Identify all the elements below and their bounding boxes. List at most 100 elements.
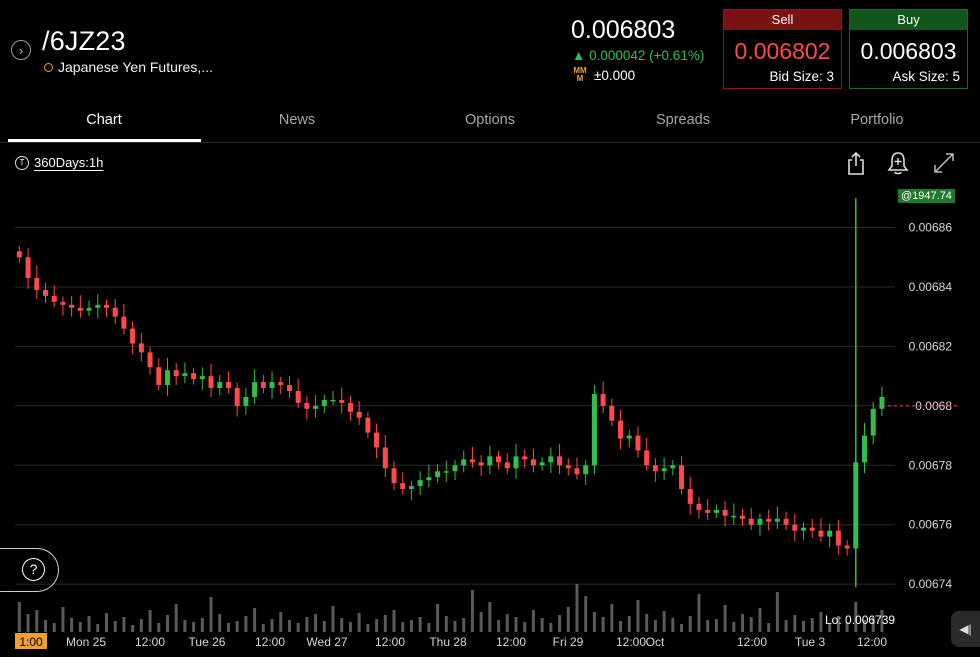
tab-news[interactable]: News <box>278 112 316 128</box>
time-range-selector[interactable]: T 360Days:1h <box>15 155 103 170</box>
candle-body <box>548 456 554 463</box>
tab-chart[interactable]: Chart <box>86 112 122 128</box>
volume-bar <box>558 615 562 632</box>
candle-body <box>382 447 388 469</box>
market-maker-move: MM M ±0.000 <box>572 67 635 83</box>
candle-body <box>208 376 214 389</box>
candle-body <box>408 486 414 490</box>
share-icon[interactable] <box>843 150 869 176</box>
volume-bar <box>714 619 718 632</box>
sell-button[interactable]: Sell 0.006802 Bid Size: 3 <box>723 9 842 89</box>
candle-body <box>42 289 48 296</box>
volume-bar <box>87 616 91 632</box>
candle-body <box>217 382 223 389</box>
volume-bar <box>357 613 361 632</box>
volume-bar <box>322 621 326 632</box>
tab-options[interactable]: Options <box>465 112 515 128</box>
x-tick-label: Tue 26 <box>189 635 226 649</box>
expand-sidebar-button[interactable]: › <box>11 40 31 60</box>
volume-bar <box>78 622 82 632</box>
volume-bar <box>688 616 692 632</box>
buy-button[interactable]: Buy 0.006803 Ask Size: 5 <box>849 9 968 89</box>
ask-price: 0.006803 <box>860 38 957 64</box>
candle-body <box>557 456 563 466</box>
expand-icon[interactable] <box>931 150 957 176</box>
y-tick-label: 0.00682 <box>909 339 953 353</box>
candle-body <box>365 417 371 433</box>
volume-bar <box>96 624 100 632</box>
price-chart[interactable]: 0.00686 0.00684 0.00682 0.0068 0.00678 0.0067… <box>0 180 980 657</box>
market-hours-clock-icon <box>44 62 53 72</box>
candle-body <box>182 373 188 377</box>
last-price: 0.006803 <box>571 16 676 44</box>
help-button[interactable]: ? <box>0 548 59 592</box>
volume-bar <box>810 618 814 632</box>
tab-spreads[interactable]: Spreads <box>655 112 710 128</box>
volume-bar <box>427 623 431 632</box>
candle-body <box>461 459 467 466</box>
candle-body <box>313 405 319 409</box>
volume-bar <box>845 622 849 632</box>
candle-body <box>304 402 310 409</box>
volume-bar <box>122 617 126 632</box>
x-tick-label: 1:00 <box>19 635 43 649</box>
volume-bar <box>749 617 753 632</box>
volume-bar <box>531 610 535 632</box>
candle-body <box>243 396 249 406</box>
candle-body <box>766 518 772 522</box>
volume-bar <box>17 602 21 632</box>
x-tick-label: Mon 25 <box>66 635 106 649</box>
candle-body <box>504 462 510 469</box>
y-tick-label: 0.00684 <box>909 280 953 294</box>
candle-body <box>356 411 362 418</box>
volume-bar <box>871 617 875 632</box>
sell-label: Sell <box>724 10 841 30</box>
price-tag: @1947.74 <box>898 189 955 203</box>
candle-body <box>112 307 118 317</box>
tab-portfolio[interactable]: Portfolio <box>850 112 904 128</box>
volume-bar <box>131 625 135 632</box>
volume-bar <box>61 607 65 632</box>
candle-body <box>591 393 597 466</box>
candle-body <box>879 396 885 409</box>
volume-bar <box>392 610 396 632</box>
volume-bar <box>619 621 623 632</box>
volume-bar <box>575 584 579 632</box>
timeframe-icon: T <box>15 155 29 170</box>
volume-bar <box>645 614 649 632</box>
candle-body <box>835 530 841 546</box>
volume-bar <box>540 618 544 632</box>
volume-bar <box>192 622 196 632</box>
volume-bar <box>200 618 204 632</box>
volume-bar <box>784 620 788 632</box>
volume-bar <box>566 607 570 632</box>
candle-body <box>679 465 685 490</box>
candle-body <box>696 503 702 510</box>
candle-body <box>252 382 258 397</box>
volume-bar <box>409 620 413 632</box>
bid-size: Bid Size: 3 <box>769 69 834 84</box>
candle-body <box>783 518 789 525</box>
volume-bar <box>462 618 466 632</box>
candle-body <box>687 489 693 504</box>
candle-body <box>426 477 432 481</box>
candle-body <box>295 391 301 403</box>
volume-bar <box>270 619 274 632</box>
candle-body <box>234 388 240 406</box>
volume-bar <box>470 590 474 632</box>
candle-body <box>748 518 754 525</box>
candle-body <box>818 530 824 537</box>
volume-bar <box>523 622 527 632</box>
collapse-panel-button[interactable]: ◀| <box>951 611 980 647</box>
x-tick-label: Tue 3 <box>795 635 826 649</box>
candle-body <box>713 509 719 513</box>
candle-body <box>740 515 746 519</box>
alert-bell-icon[interactable] <box>885 150 911 176</box>
candle-body <box>522 456 528 460</box>
candle-body <box>191 373 197 380</box>
candle-body <box>731 515 737 518</box>
volume-bar <box>479 612 483 632</box>
x-tick-label: Thu 28 <box>429 635 467 649</box>
volume-bar <box>253 608 257 632</box>
ask-size: Ask Size: 5 <box>892 69 960 84</box>
